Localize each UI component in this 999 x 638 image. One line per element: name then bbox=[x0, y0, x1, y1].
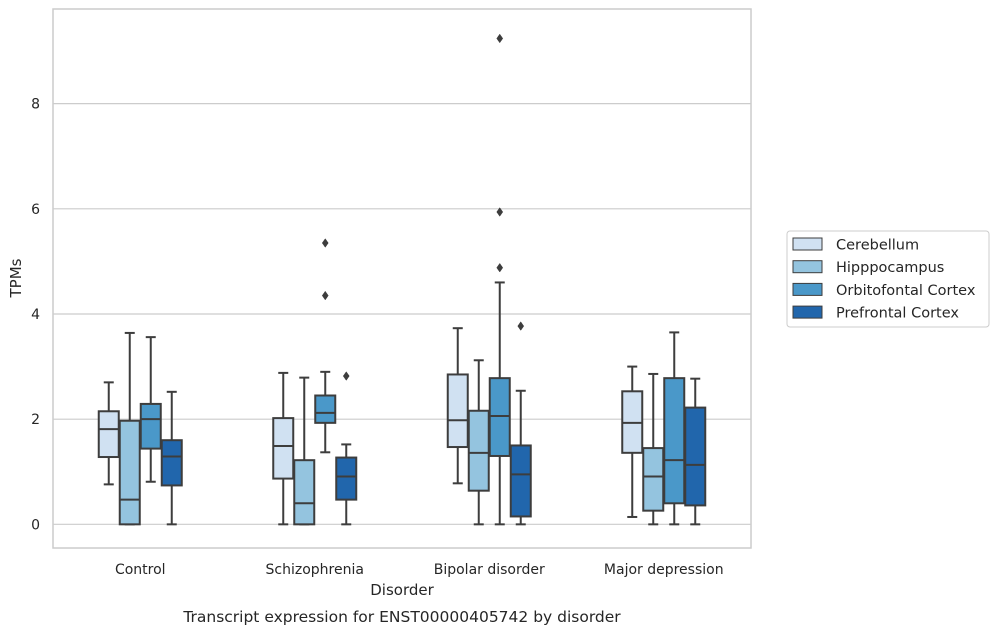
box-layer bbox=[97, 33, 707, 526]
legend-swatch bbox=[792, 282, 823, 296]
legend: Cerebellum Hipppocampus Orbitofontal Corte… bbox=[786, 230, 990, 328]
box-group bbox=[663, 331, 686, 526]
legend-swatch bbox=[792, 305, 823, 319]
box-group bbox=[446, 327, 469, 485]
y-tick-label: 0 bbox=[31, 517, 40, 533]
legend-swatch bbox=[792, 237, 823, 251]
outlier-point bbox=[496, 262, 504, 273]
box-group bbox=[97, 381, 120, 486]
box-group bbox=[160, 390, 183, 526]
x-tick-label: Schizophrenia bbox=[266, 562, 364, 578]
legend-label: Cerebellum bbox=[836, 238, 919, 254]
y-tick-label: 6 bbox=[31, 202, 40, 218]
outlier-point bbox=[496, 33, 504, 44]
plot-frame bbox=[52, 8, 752, 549]
box-iqr bbox=[467, 409, 490, 492]
box-iqr bbox=[314, 394, 337, 424]
box-group bbox=[139, 336, 162, 483]
box-iqr bbox=[272, 417, 295, 480]
x-tick-label: Bipolar disorder bbox=[434, 562, 545, 578]
y-tick-label: 2 bbox=[31, 412, 40, 428]
y-axis-label: TPMs bbox=[7, 258, 25, 298]
box-iqr bbox=[642, 447, 665, 512]
box-iqr bbox=[160, 439, 183, 487]
box-group bbox=[621, 365, 644, 518]
axis-layer: 0 2 4 6 8 Control Schizophrenia Bipolar disorde… bbox=[31, 8, 752, 578]
box-group bbox=[335, 371, 358, 526]
x-axis-label: Disorder bbox=[370, 581, 434, 599]
box-group bbox=[272, 371, 295, 526]
outlier-point bbox=[496, 207, 504, 217]
outlier-point bbox=[321, 290, 329, 301]
box-group bbox=[293, 376, 316, 526]
legend-items: Cerebellum Hipppocampus Orbitofontal Corte… bbox=[792, 237, 976, 322]
box-group bbox=[488, 33, 511, 526]
box-group bbox=[467, 359, 490, 526]
box-group bbox=[314, 238, 337, 454]
box-iqr bbox=[118, 419, 141, 526]
outlier-point bbox=[517, 321, 525, 331]
chart-caption: Transcript expression for ENST0000040574… bbox=[182, 608, 621, 626]
outlier-point bbox=[342, 371, 350, 381]
y-tick-label: 4 bbox=[31, 307, 40, 323]
box-group bbox=[509, 321, 532, 526]
legend-swatch bbox=[792, 260, 823, 274]
box-iqr bbox=[97, 410, 120, 459]
box-group bbox=[118, 331, 141, 526]
box-iqr bbox=[663, 377, 686, 505]
x-tick-label: Major depression bbox=[604, 562, 724, 578]
legend-label: Prefrontal Cortex bbox=[836, 306, 959, 322]
y-tick-label: 8 bbox=[31, 97, 40, 113]
box-iqr bbox=[446, 373, 469, 449]
box-group bbox=[642, 372, 665, 526]
box-iqr bbox=[335, 456, 358, 501]
legend-label: Hipppocampus bbox=[836, 260, 944, 276]
outlier-point bbox=[321, 238, 329, 248]
legend-frame bbox=[786, 230, 990, 328]
box-iqr bbox=[488, 377, 511, 457]
box-iqr bbox=[293, 459, 316, 526]
box-iqr bbox=[684, 406, 707, 507]
x-tick-label: Control bbox=[115, 562, 166, 578]
legend-label: Orbitofontal Cortex bbox=[836, 283, 976, 299]
box-group bbox=[684, 377, 707, 526]
box-iqr bbox=[139, 402, 162, 450]
box-iqr bbox=[509, 444, 532, 518]
